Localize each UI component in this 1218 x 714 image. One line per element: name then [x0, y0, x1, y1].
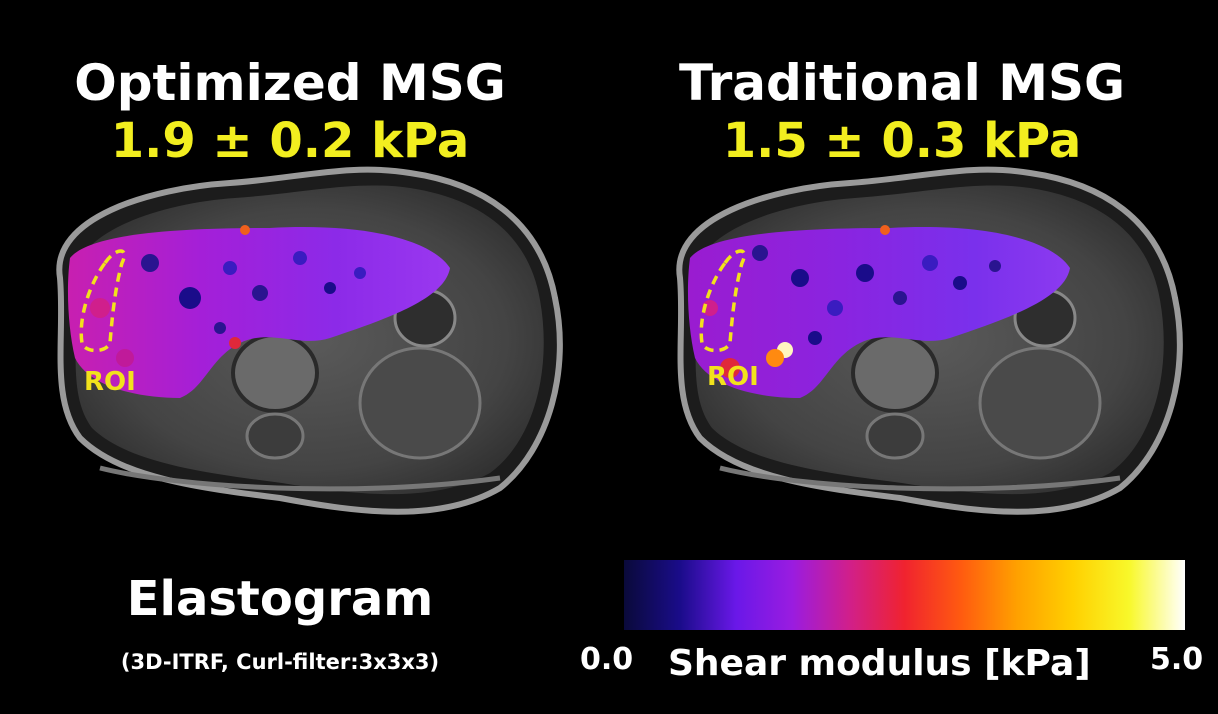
colorbar-title: Shear modulus [kPa] — [668, 643, 1091, 684]
roi-label-right: ROI — [707, 362, 759, 392]
panel-left-value: 1.9 ± 0.2 kPa — [110, 113, 470, 169]
colorbar — [624, 560, 1185, 630]
colorbar-min-label: 0.0 — [580, 642, 634, 677]
caption-title: Elastogram — [126, 571, 434, 627]
roi-label-left: ROI — [84, 367, 136, 397]
panel-right-value: 1.5 ± 0.3 kPa — [722, 113, 1082, 169]
elastogram-right — [676, 166, 1183, 515]
elastogram-left — [56, 166, 563, 515]
caption-subtitle: (3D-ITRF, Curl-filter:3x3x3) — [120, 650, 440, 674]
panel-right-title: Traditional MSG — [678, 54, 1126, 112]
panel-left-title: Optimized MSG — [74, 54, 506, 112]
colorbar-max-label: 5.0 — [1150, 642, 1204, 677]
